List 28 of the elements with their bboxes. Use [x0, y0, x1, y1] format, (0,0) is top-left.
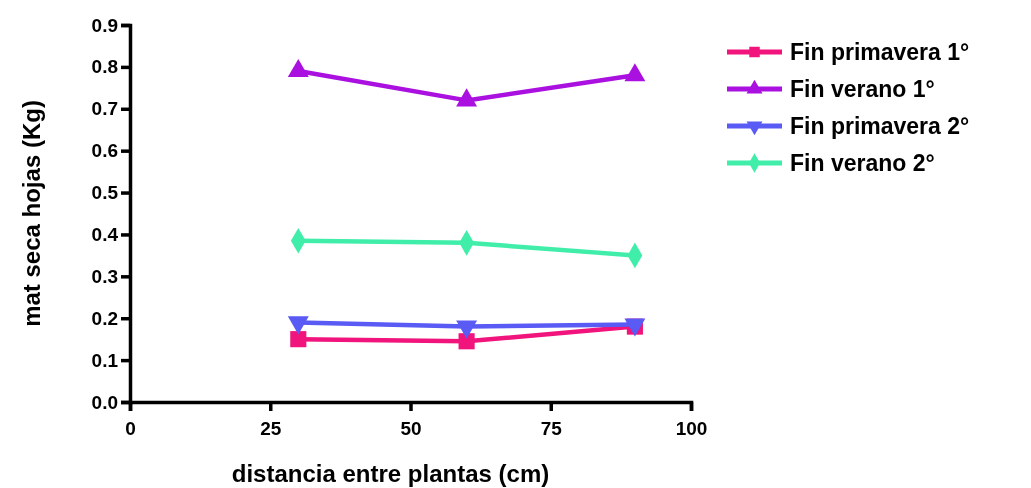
point [290, 331, 307, 348]
y-tick-label: 0.5 [91, 182, 119, 204]
y-tick-label: 0.8 [91, 56, 118, 78]
y-tick-label: 0.6 [91, 140, 118, 162]
x-tick-label: 0 [125, 417, 136, 439]
x-tick-label: 25 [260, 417, 282, 439]
point [458, 333, 475, 350]
point [624, 63, 646, 82]
y-axis-title: mat seca hojas (Kg) [18, 100, 45, 327]
y-tick-label: 0.7 [91, 98, 118, 120]
y-tick-label: 0.9 [91, 14, 118, 36]
point [456, 88, 478, 107]
point [287, 58, 309, 78]
x-tick-label: 100 [675, 417, 708, 439]
point [456, 320, 478, 339]
y-tick-label: 0.0 [91, 391, 118, 413]
legend-label: Fin verano 1° [790, 76, 935, 102]
x-axis-title: distancia entre plantas (cm) [231, 460, 550, 487]
legend-label: Fin verano 2° [790, 150, 935, 176]
legend-label: Fin primavera 1° [790, 39, 970, 65]
x-tick-label: 50 [400, 417, 422, 439]
y-tick-label: 0.3 [91, 265, 118, 287]
legend-label: Fin primavera 2° [790, 113, 970, 139]
y-tick-label: 0.1 [91, 349, 119, 371]
point [287, 316, 309, 335]
y-tick-label: 0.4 [91, 224, 119, 246]
x-tick-label: 75 [540, 417, 563, 439]
y-tick-label: 0.2 [91, 307, 118, 329]
